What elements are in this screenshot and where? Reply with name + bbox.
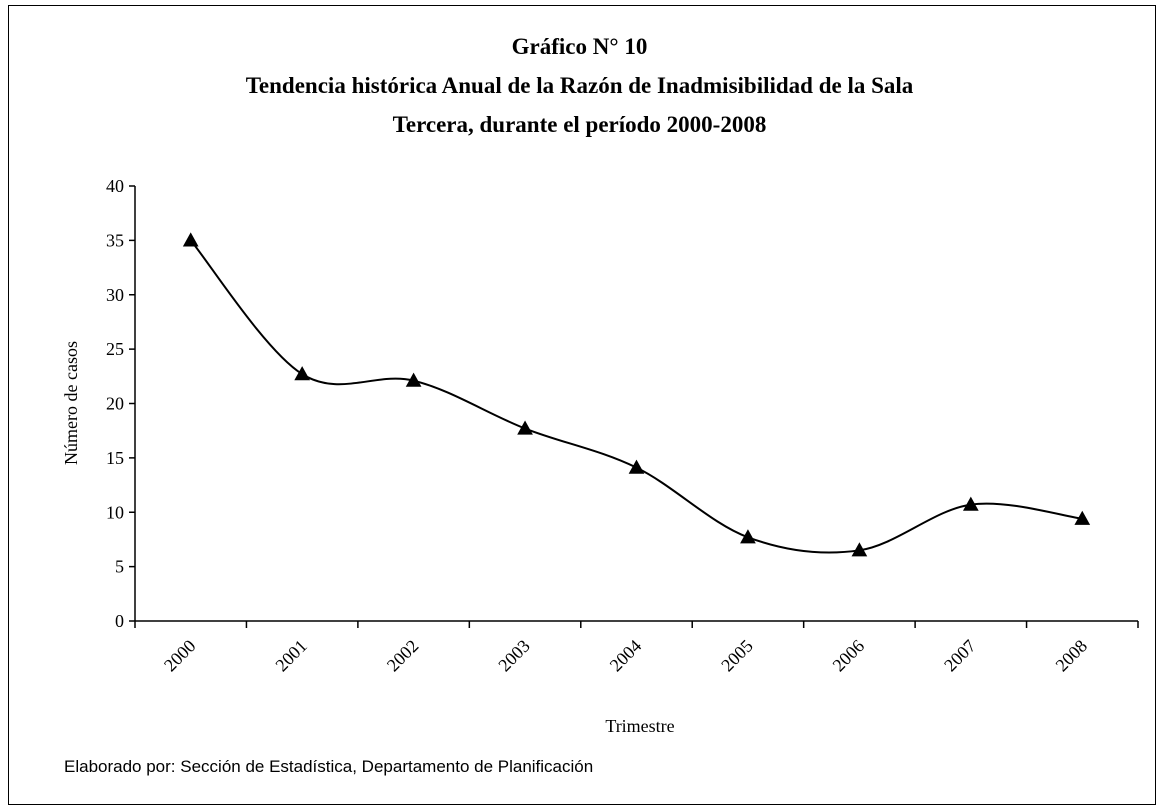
y-tick-label: 40 <box>106 176 124 196</box>
y-tick-label: 20 <box>106 394 124 414</box>
x-tick-label: 2002 <box>383 636 423 676</box>
data-point-marker <box>517 420 533 435</box>
x-tick-label: 2006 <box>829 636 869 676</box>
y-tick-label: 35 <box>106 230 124 250</box>
x-tick-label: 2001 <box>271 636 311 676</box>
chart-axes <box>134 186 1138 622</box>
source-note: Elaborado por: Sección de Estadística, D… <box>64 757 594 776</box>
y-tick-label: 30 <box>106 285 124 305</box>
y-tick-label: 15 <box>106 448 124 468</box>
y-axis-title: Número de casos <box>61 341 81 465</box>
chart-subtitle-line-2: Tercera, durante el período 2000-2008 <box>392 112 767 137</box>
data-point-marker <box>851 542 868 557</box>
data-point-marker <box>1074 510 1091 525</box>
x-axis-title: Trimestre <box>605 716 674 736</box>
chart-ticks: 0 5 10 15 20 25 30 35 40 2000 2001 2002 2003 2004 2005… <box>106 176 1139 676</box>
chart-subtitle-line-1: Tendencia histórica Anual de la Razón de… <box>245 73 914 98</box>
y-tick-label: 5 <box>115 557 124 577</box>
data-point-marker <box>628 459 645 474</box>
data-point-marker <box>182 232 199 247</box>
data-point-marker <box>740 529 756 544</box>
series-markers <box>182 232 1091 557</box>
data-point-marker <box>962 496 979 511</box>
series-line <box>189 239 1083 554</box>
chart-title: Gráfico N° 10 <box>511 34 648 59</box>
x-tick-label: 2003 <box>494 636 534 676</box>
data-point-marker <box>294 366 311 381</box>
data-point-marker <box>405 372 422 387</box>
x-tick-label: 2000 <box>160 636 200 676</box>
y-tick-label: 25 <box>106 339 124 359</box>
y-tick-label: 10 <box>106 502 124 522</box>
x-tick-label: 2008 <box>1052 636 1092 676</box>
y-tick-label: 0 <box>115 611 124 631</box>
x-tick-label: 2005 <box>717 636 757 676</box>
x-tick-label: 2007 <box>940 636 980 676</box>
chart-frame <box>8 5 1156 805</box>
x-tick-label: 2004 <box>606 636 646 676</box>
